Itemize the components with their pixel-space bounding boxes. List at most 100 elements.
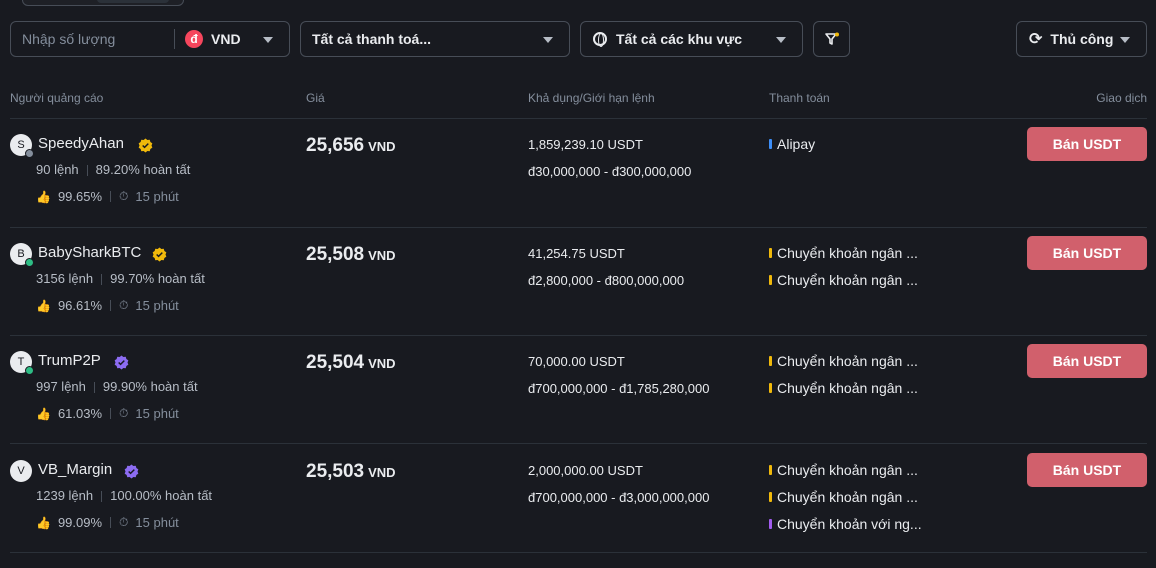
price-value: 25,508 bbox=[306, 244, 365, 265]
price-value: 25,504 bbox=[306, 352, 365, 373]
thumbs-up-icon: 👍 bbox=[36, 189, 51, 204]
payment-method-label: Chuyển khoản ngân ... bbox=[777, 380, 918, 396]
divider bbox=[101, 491, 103, 503]
price-unit: VND bbox=[368, 465, 396, 480]
online-status-dot bbox=[25, 149, 34, 158]
price-unit: VND bbox=[368, 248, 396, 263]
online-status-dot bbox=[25, 366, 34, 375]
advertiser-meta: 👍 96.61% ⏱ 15 phút bbox=[36, 298, 179, 313]
advertiser-name[interactable]: BabySharkBTC bbox=[38, 244, 142, 261]
payment-method-label: Chuyển khoản ngân ... bbox=[777, 353, 918, 369]
row-divider bbox=[10, 552, 1147, 553]
payment-method: Chuyển khoản ngân ... bbox=[769, 272, 918, 288]
chevron-down-icon[interactable] bbox=[263, 37, 273, 43]
timer-icon: ⏱ bbox=[119, 298, 129, 312]
advertiser-stats: 90 lệnh 89.20% hoàn tất bbox=[36, 162, 190, 177]
sell-usdt-button[interactable]: Bán USDT bbox=[1027, 127, 1147, 161]
order-count: 90 lệnh bbox=[36, 162, 79, 177]
positive-rating: 61.03% bbox=[57, 406, 103, 421]
row-divider bbox=[10, 118, 1147, 119]
currency-label[interactable]: VND bbox=[211, 31, 241, 47]
timer-icon: ⏱ bbox=[119, 515, 129, 529]
payment-method: Alipay bbox=[769, 136, 815, 152]
filter-button[interactable] bbox=[813, 21, 850, 57]
order-limit: đ30,000,000 - đ300,000,000 bbox=[528, 164, 692, 179]
timer-icon: ⏱ bbox=[119, 406, 129, 420]
header-price: Giá bbox=[306, 91, 325, 105]
row-divider bbox=[10, 227, 1147, 228]
payment-color-bar bbox=[769, 248, 772, 258]
completion-rate: 100.00% hoàn tất bbox=[110, 488, 213, 503]
order-limit: đ700,000,000 - đ3,000,000,000 bbox=[528, 490, 710, 505]
advertiser-name[interactable]: TrumP2P bbox=[38, 352, 101, 369]
globe-icon bbox=[593, 32, 607, 47]
row-divider bbox=[10, 335, 1147, 336]
divider bbox=[110, 517, 112, 528]
payment-color-bar bbox=[769, 519, 772, 529]
payment-method: Chuyển khoản ngân ... bbox=[769, 380, 918, 396]
positive-rating: 96.61% bbox=[57, 298, 103, 313]
payment-method-label: Tất cả thanh toá... bbox=[312, 31, 432, 47]
chevron-down-icon bbox=[543, 37, 553, 43]
order-count: 997 lệnh bbox=[36, 379, 86, 394]
payment-method: Chuyển khoản ngân ... bbox=[769, 489, 918, 505]
header-payment: Thanh toán bbox=[769, 91, 830, 105]
refresh-mode-label: Thủ công bbox=[1050, 31, 1114, 47]
payment-color-bar bbox=[769, 465, 772, 475]
ad-row: V VB_Margin 1239 lệnh 100.00% hoàn tất 👍 … bbox=[0, 453, 1156, 568]
header-advertiser: Người quảng cáo bbox=[10, 91, 104, 105]
top-tab-stub[interactable] bbox=[22, 0, 184, 6]
payment-method-dropdown[interactable]: Tất cả thanh toá... bbox=[300, 21, 570, 57]
divider bbox=[86, 165, 88, 177]
sell-usdt-button[interactable]: Bán USDT bbox=[1027, 236, 1147, 270]
amount-filter[interactable]: đ VND bbox=[10, 21, 290, 57]
completion-rate: 99.90% hoàn tất bbox=[102, 379, 198, 394]
avatar[interactable]: V bbox=[10, 460, 32, 482]
amount-input[interactable] bbox=[11, 30, 174, 48]
refresh-mode-dropdown[interactable]: ⟳ Thủ công bbox=[1016, 21, 1147, 57]
verified-badge-icon bbox=[138, 138, 153, 153]
payment-method: Chuyển khoản với ng... bbox=[769, 516, 922, 532]
chevron-down-icon bbox=[1120, 37, 1130, 43]
order-limit: đ700,000,000 - đ1,785,280,000 bbox=[528, 381, 710, 396]
advertiser-meta: 👍 99.09% ⏱ 15 phút bbox=[36, 515, 179, 530]
price: 25,508 VND bbox=[306, 244, 396, 266]
sell-usdt-button[interactable]: Bán USDT bbox=[1027, 453, 1147, 487]
price-unit: VND bbox=[368, 356, 396, 371]
top-tab-active[interactable] bbox=[97, 0, 169, 3]
payment-time: 15 phút bbox=[135, 406, 179, 421]
order-count: 3156 lệnh bbox=[36, 271, 94, 286]
available-amount: 41,254.75 USDT bbox=[528, 246, 625, 261]
header-trade: Giao dịch bbox=[1096, 91, 1147, 105]
divider bbox=[110, 300, 112, 311]
payment-color-bar bbox=[769, 383, 772, 393]
advertiser-name[interactable]: VB_Margin bbox=[38, 461, 113, 478]
price: 25,504 VND bbox=[306, 352, 396, 374]
ad-row: S SpeedyAhan 90 lệnh 89.20% hoàn tất 👍 99… bbox=[0, 127, 1156, 242]
payment-method: Chuyển khoản ngân ... bbox=[769, 462, 918, 478]
currency-icon: đ bbox=[185, 30, 203, 48]
sell-usdt-button[interactable]: Bán USDT bbox=[1027, 344, 1147, 378]
order-count: 1239 lệnh bbox=[36, 488, 94, 503]
price: 25,503 VND bbox=[306, 461, 396, 483]
online-status-dot bbox=[25, 258, 34, 267]
payment-method-label: Alipay bbox=[777, 136, 816, 152]
payment-color-bar bbox=[769, 275, 772, 285]
divider bbox=[174, 29, 175, 49]
price-unit: VND bbox=[368, 139, 396, 154]
divider bbox=[110, 191, 112, 202]
verified-badge-icon bbox=[152, 247, 167, 262]
region-dropdown[interactable]: Tất cả các khu vực bbox=[580, 21, 803, 57]
payment-method-label: Chuyển khoản với ng... bbox=[777, 516, 922, 532]
ad-row: B BabySharkBTC 3156 lệnh 99.70% hoàn tất … bbox=[0, 236, 1156, 351]
advertiser-name[interactable]: SpeedyAhan bbox=[38, 135, 124, 152]
timer-icon: ⏱ bbox=[119, 189, 129, 203]
divider bbox=[93, 382, 95, 394]
region-label: Tất cả các khu vực bbox=[616, 31, 743, 47]
verified-badge-icon bbox=[124, 464, 139, 479]
available-amount: 2,000,000.00 USDT bbox=[528, 463, 643, 478]
payment-color-bar bbox=[769, 492, 772, 502]
thumbs-up-icon: 👍 bbox=[36, 298, 51, 313]
price: 25,656 VND bbox=[306, 135, 396, 157]
advertiser-meta: 👍 61.03% ⏱ 15 phút bbox=[36, 406, 179, 421]
